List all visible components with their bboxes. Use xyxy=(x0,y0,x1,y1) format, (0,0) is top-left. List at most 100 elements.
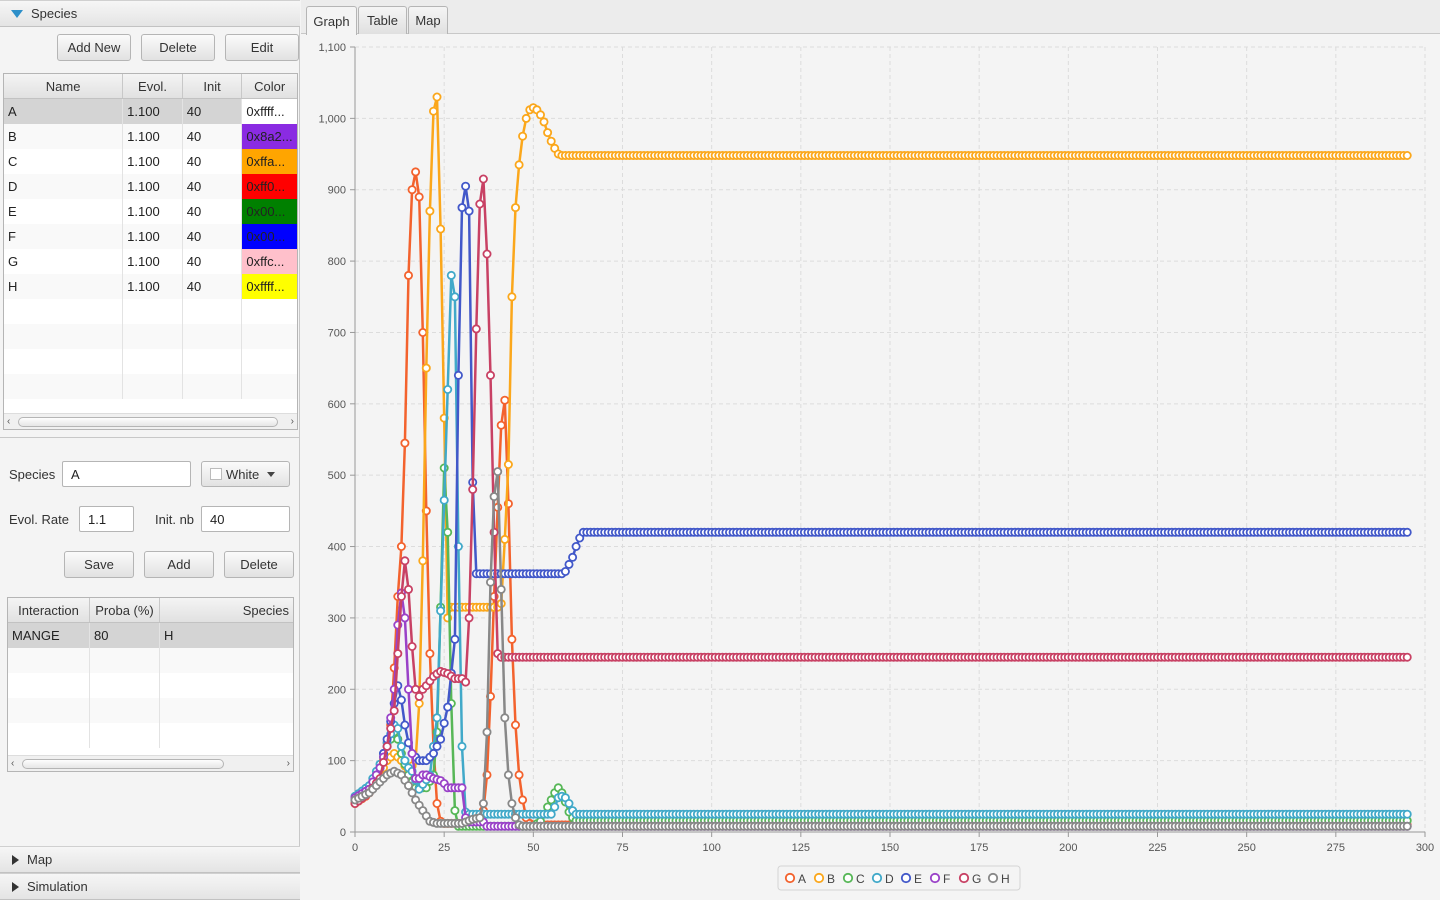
data-point-B xyxy=(521,113,531,123)
empty-cell xyxy=(8,648,90,673)
y-tick-label: 1,100 xyxy=(318,42,346,54)
tab-table[interactable]: Table xyxy=(358,6,407,34)
interaction-table[interactable]: Interaction Proba (%) Species MANGE 80 H ‹… xyxy=(7,597,294,772)
species-cell-color-text: 0x00... xyxy=(242,199,297,224)
data-point-F xyxy=(400,613,410,623)
x-tick-label: 25 xyxy=(438,842,450,854)
add-new-button[interactable]: Add New xyxy=(57,34,131,61)
data-point-G xyxy=(386,724,396,734)
species-table-hscrollbar[interactable]: ‹ › xyxy=(4,413,297,429)
table-row[interactable]: E 1.100 40 0x00... xyxy=(4,199,297,224)
table-row[interactable]: H 1.100 40 0xffff... xyxy=(4,274,297,299)
delete-species-button[interactable]: Delete xyxy=(141,34,215,61)
chevron-down-icon xyxy=(267,471,276,477)
legend-marker-B xyxy=(813,872,825,884)
legend-marker-D xyxy=(871,872,883,884)
legend-label-F: F xyxy=(943,872,950,886)
species-name-input[interactable] xyxy=(62,461,191,487)
legend-label-G: G xyxy=(972,872,981,886)
map-panel-header[interactable]: Map xyxy=(0,846,300,873)
data-point-B xyxy=(510,203,520,213)
evol-rate-input[interactable] xyxy=(79,506,134,532)
table-row[interactable] xyxy=(4,299,297,324)
table-row[interactable]: A 1.100 40 0xffff... xyxy=(4,99,297,124)
data-point-D xyxy=(546,809,556,819)
tab-bar: Graph Table Map xyxy=(301,0,1440,35)
table-row[interactable] xyxy=(8,648,293,673)
species-panel-header[interactable]: Species xyxy=(0,0,300,27)
data-point-G xyxy=(482,249,492,259)
data-point-G xyxy=(382,741,392,751)
species-cell-evol: 1.100 xyxy=(123,174,183,199)
color-picker[interactable]: White xyxy=(201,461,290,487)
data-point-E xyxy=(560,567,570,577)
scroll-right-icon[interactable]: › xyxy=(286,758,290,769)
interaction-cell-species: H xyxy=(164,628,174,643)
x-tick-label: 0 xyxy=(352,842,358,854)
species-cell-name: B xyxy=(4,124,124,149)
column-header-proba[interactable]: Proba (%) xyxy=(90,598,160,622)
white-color-swatch-icon xyxy=(210,468,222,480)
color-picker-value: White xyxy=(226,466,260,482)
edit-button[interactable]: Edit xyxy=(225,34,299,61)
column-header-species[interactable]: Species xyxy=(242,602,289,618)
scrollbar-thumb[interactable] xyxy=(22,759,224,769)
delete-interaction-button[interactable]: Delete xyxy=(224,551,294,578)
data-point-G xyxy=(485,370,495,380)
data-point-C xyxy=(543,802,553,812)
column-header-evol[interactable]: Evol. xyxy=(123,74,183,98)
table-row[interactable]: D 1.100 40 0xff0... xyxy=(4,174,297,199)
species-cell-color-text: 0x00... xyxy=(242,224,297,249)
y-tick-label: 900 xyxy=(328,185,346,197)
species-table[interactable]: Name Evol. Init Color A 1.100 40 0xffff... B… xyxy=(3,73,298,430)
column-header-interaction[interactable]: Interaction xyxy=(8,598,90,622)
add-interaction-button[interactable]: Add xyxy=(144,551,214,578)
tab-graph[interactable]: Graph xyxy=(306,6,357,35)
column-header-color[interactable]: Color xyxy=(254,78,286,94)
table-row[interactable]: C 1.100 40 0xffa... xyxy=(4,149,297,174)
scroll-left-icon[interactable]: ‹ xyxy=(11,758,15,769)
data-point-A xyxy=(432,799,442,809)
interaction-table-hscrollbar[interactable]: ‹ › xyxy=(8,755,293,771)
table-row[interactable]: B 1.100 40 0x8a2... xyxy=(4,124,297,149)
species-cell-init: 40 xyxy=(183,174,243,199)
legend-marker-A xyxy=(784,872,796,884)
table-row[interactable] xyxy=(4,349,297,374)
tab-map[interactable]: Map xyxy=(408,6,448,34)
column-header-name[interactable]: Name xyxy=(4,74,124,98)
data-point-H xyxy=(407,788,417,798)
y-tick-label: 500 xyxy=(328,470,346,482)
species-cell-evol: 1.100 xyxy=(123,274,183,299)
init-nb-input[interactable] xyxy=(201,506,290,532)
save-button[interactable]: Save xyxy=(64,551,134,578)
data-point-D xyxy=(450,292,460,302)
data-point-A xyxy=(514,770,524,780)
table-row[interactable]: G 1.100 40 0xffc... xyxy=(4,249,297,274)
table-row[interactable]: F 1.100 40 0x00... xyxy=(4,224,297,249)
table-row[interactable] xyxy=(8,723,293,748)
data-point-C xyxy=(546,795,556,805)
column-header-init[interactable]: Init xyxy=(183,74,243,98)
table-row[interactable] xyxy=(8,673,293,698)
table-row[interactable]: MANGE 80 H xyxy=(8,623,293,648)
empty-cell xyxy=(4,349,124,374)
simulation-panel-header[interactable]: Simulation xyxy=(0,873,300,900)
data-point-E xyxy=(1402,527,1412,537)
scrollbar-thumb[interactable] xyxy=(18,417,278,427)
data-point-C xyxy=(443,527,453,537)
legend-marker-E xyxy=(900,872,912,884)
data-point-B xyxy=(425,206,435,216)
species-cell-evol: 1.100 xyxy=(123,124,183,149)
table-row[interactable] xyxy=(8,698,293,723)
table-row[interactable] xyxy=(4,324,297,349)
data-point-G xyxy=(475,199,485,209)
species-cell-color-text: 0x8a2... xyxy=(242,124,297,149)
species-cell-name: D xyxy=(4,174,124,199)
species-cell-name: A xyxy=(4,99,124,124)
empty-cell xyxy=(8,673,90,698)
empty-cell xyxy=(183,349,243,374)
scroll-right-icon[interactable]: › xyxy=(290,416,294,427)
table-row[interactable] xyxy=(4,374,297,399)
scroll-left-icon[interactable]: ‹ xyxy=(7,416,11,427)
empty-cell xyxy=(90,673,160,698)
